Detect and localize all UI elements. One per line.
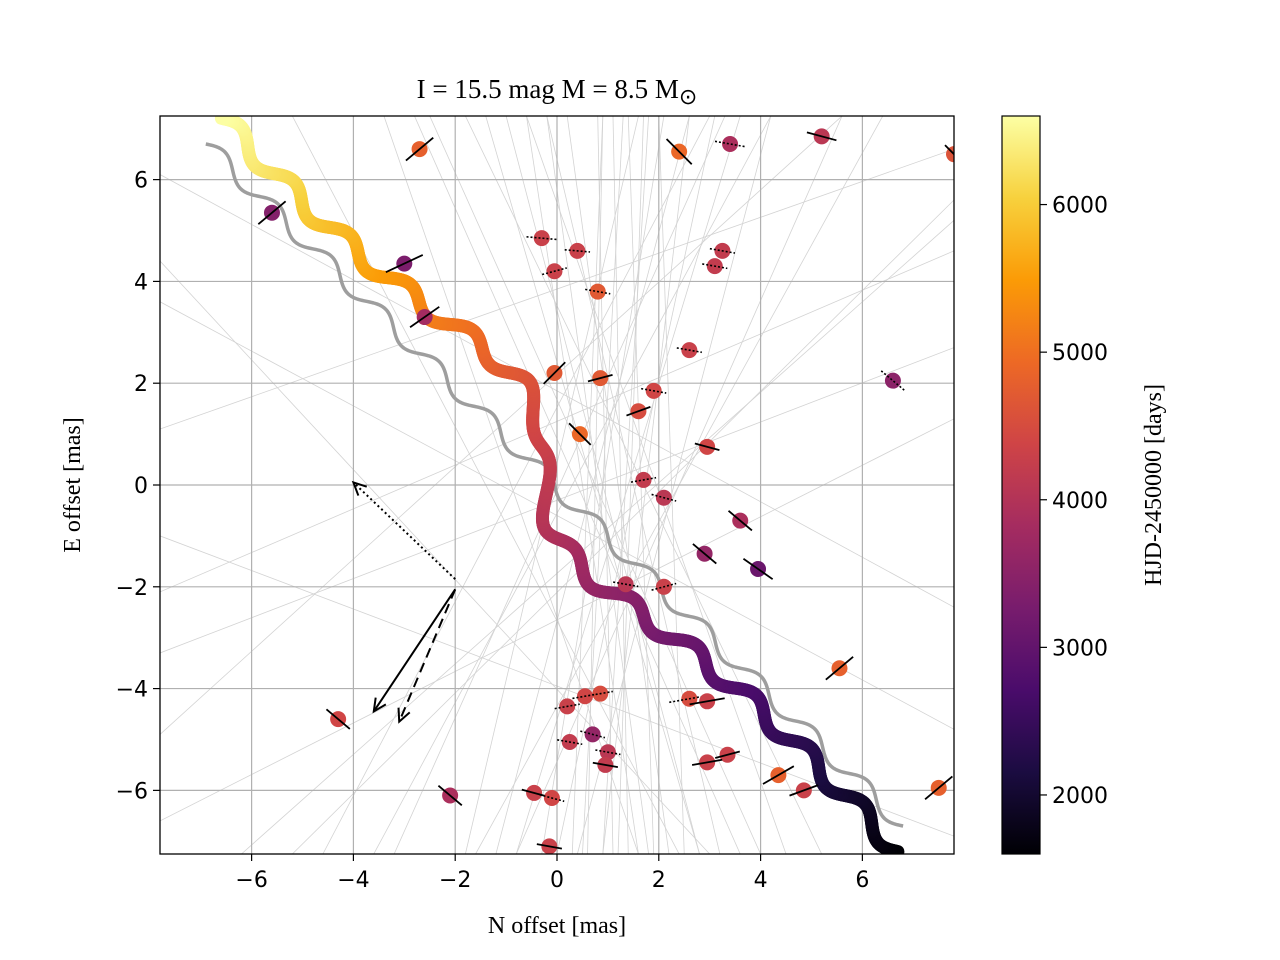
- data-point: [541, 263, 567, 280]
- data-point: [257, 200, 287, 225]
- colorbar-tick-label: 3000: [1052, 636, 1108, 661]
- data-point: [526, 230, 558, 247]
- y-axis-ticks: −6 −4 −2 0 2 4 6: [116, 169, 160, 804]
- data-point: [521, 784, 547, 801]
- y-tick-label: −4: [116, 678, 148, 703]
- background-line: [292, 199, 954, 854]
- arrow-dashed: [397, 588, 457, 724]
- y-tick-label: −2: [116, 576, 148, 601]
- data-point: [702, 258, 728, 275]
- data-point: [536, 838, 563, 854]
- data-point: [924, 775, 953, 800]
- data-point: [651, 578, 677, 595]
- colorbar-tick-label: 6000: [1052, 194, 1108, 219]
- data-point: [825, 656, 854, 681]
- x-tick-label: −6: [235, 868, 267, 893]
- data-point: [554, 698, 580, 715]
- data-point: [742, 558, 774, 580]
- data-point: [613, 576, 639, 593]
- data-point: [592, 756, 619, 773]
- arrow-solid: [372, 588, 457, 714]
- arrows: [351, 480, 457, 724]
- colorbar-tick-label: 4000: [1052, 489, 1108, 514]
- x-tick-label: −2: [439, 868, 471, 893]
- data-points: [257, 128, 954, 854]
- data-point: [714, 746, 741, 763]
- x-tick-label: 0: [550, 868, 564, 893]
- data-point: [806, 128, 837, 145]
- data-point: [587, 370, 613, 387]
- data-point: [585, 283, 611, 300]
- plot-content: [160, 116, 954, 854]
- data-point: [691, 754, 723, 771]
- data-point: [651, 489, 677, 506]
- y-tick-label: 0: [134, 474, 148, 499]
- data-point: [568, 422, 592, 446]
- data-point: [709, 242, 736, 259]
- data-point: [385, 254, 424, 274]
- data-point: [595, 744, 621, 761]
- data-point: [572, 688, 598, 705]
- x-tick-label: 2: [652, 868, 666, 893]
- data-point: [564, 242, 591, 259]
- y-axis-label: E offset [mas]: [60, 417, 86, 553]
- data-point: [630, 471, 657, 488]
- data-point: [727, 510, 753, 532]
- y-tick-label: 6: [134, 169, 148, 194]
- data-point: [626, 403, 651, 420]
- data-point: [543, 361, 566, 385]
- x-tick-label: 4: [754, 868, 768, 893]
- data-point: [692, 543, 717, 565]
- title-subscript: ⊙: [679, 84, 697, 109]
- data-point: [944, 144, 954, 163]
- y-tick-label: −6: [116, 779, 148, 804]
- data-point: [580, 726, 606, 743]
- apparent-track: [214, 116, 905, 854]
- colorbar: [1001, 115, 1041, 855]
- colorbar-tick-label: 5000: [1052, 341, 1108, 366]
- data-point: [676, 342, 703, 359]
- data-point: [325, 708, 351, 730]
- data-point: [694, 438, 720, 455]
- data-point: [762, 765, 795, 785]
- colorbar-tick-label: 2000: [1052, 784, 1108, 809]
- x-tick-label: −4: [337, 868, 369, 893]
- data-point: [880, 370, 906, 392]
- background-line: [241, 220, 954, 854]
- data-point: [789, 782, 819, 799]
- background-line: [160, 116, 843, 735]
- data-point: [437, 784, 463, 806]
- y-tick-label: 4: [134, 270, 148, 295]
- chart-title: I = 15.5 mag M = 8.5 M⊙: [417, 74, 698, 109]
- data-point: [405, 136, 434, 162]
- data-point: [689, 693, 725, 710]
- x-axis-ticks: −6 −4 −2 0 2 4 6: [235, 854, 869, 893]
- y-tick-label: 2: [134, 372, 148, 397]
- data-point: [641, 382, 667, 399]
- data-point: [409, 306, 440, 328]
- data-point: [539, 790, 565, 807]
- colorbar-label: HJD-2450000 [days]: [1141, 384, 1167, 586]
- colorbar-ticks: 2000 3000 4000 5000 6000: [1040, 194, 1108, 809]
- x-tick-label: 6: [855, 868, 869, 893]
- arrow-dotted: [351, 480, 456, 580]
- data-point: [714, 135, 746, 152]
- data-point: [665, 138, 693, 165]
- x-axis-label: N offset [mas]: [488, 913, 626, 939]
- data-point: [557, 734, 583, 751]
